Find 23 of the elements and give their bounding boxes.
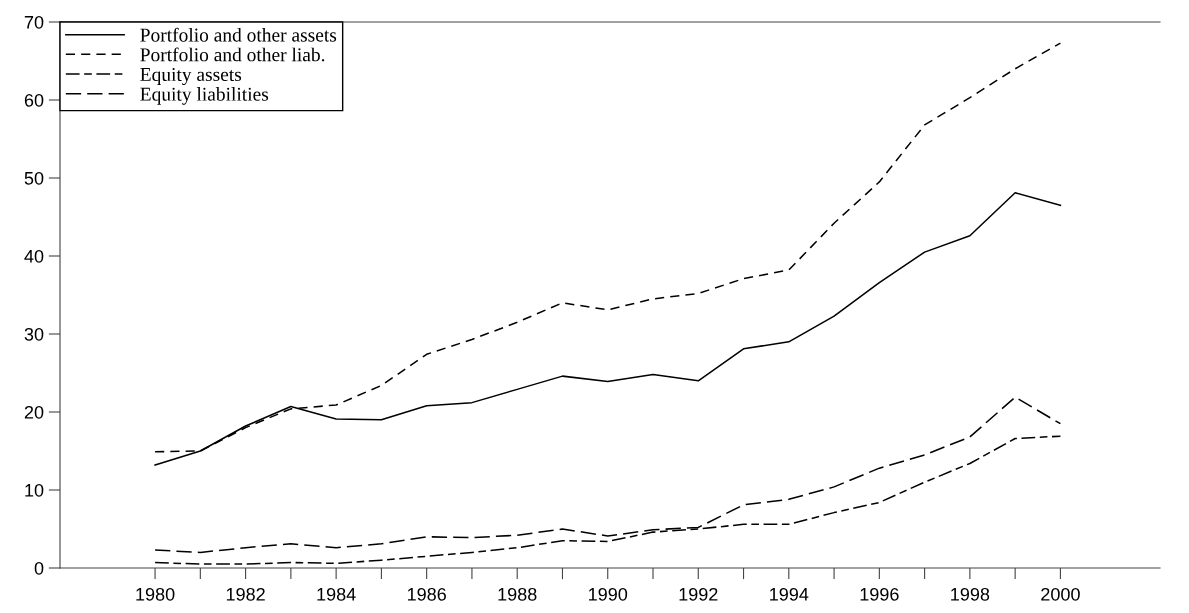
x-tick-label: 1990 xyxy=(589,587,628,601)
x-tick-label: 1996 xyxy=(860,587,899,601)
y-tick-label: 40 xyxy=(24,249,44,263)
y-tick-label: 30 xyxy=(24,327,44,341)
y-tick-label: 20 xyxy=(24,405,44,419)
y-tick-label: 50 xyxy=(24,171,44,185)
legend-label: Portfolio and other assets xyxy=(140,27,337,42)
x-tick-label: 1994 xyxy=(770,587,809,601)
y-tick-label: 60 xyxy=(24,93,44,107)
legend-label: Portfolio and other liab. xyxy=(140,47,325,62)
y-tick-label: 10 xyxy=(25,483,44,497)
legend-label: Equity liabilities xyxy=(140,87,269,105)
x-tick-label: 1982 xyxy=(226,587,265,601)
x-tick-label: 1984 xyxy=(317,587,356,601)
y-tick-label: 0 xyxy=(34,561,44,575)
x-tick-label: 1992 xyxy=(679,587,718,601)
x-tick-label: 1988 xyxy=(498,587,537,601)
x-tick-label: 2000 xyxy=(1041,587,1080,601)
legend-label: Equity assets xyxy=(140,67,242,86)
x-tick-label: 1998 xyxy=(951,587,990,601)
x-tick-label: 1980 xyxy=(136,587,175,601)
x-tick-label: 1986 xyxy=(407,587,446,601)
y-tick-label: 70 xyxy=(24,15,44,29)
